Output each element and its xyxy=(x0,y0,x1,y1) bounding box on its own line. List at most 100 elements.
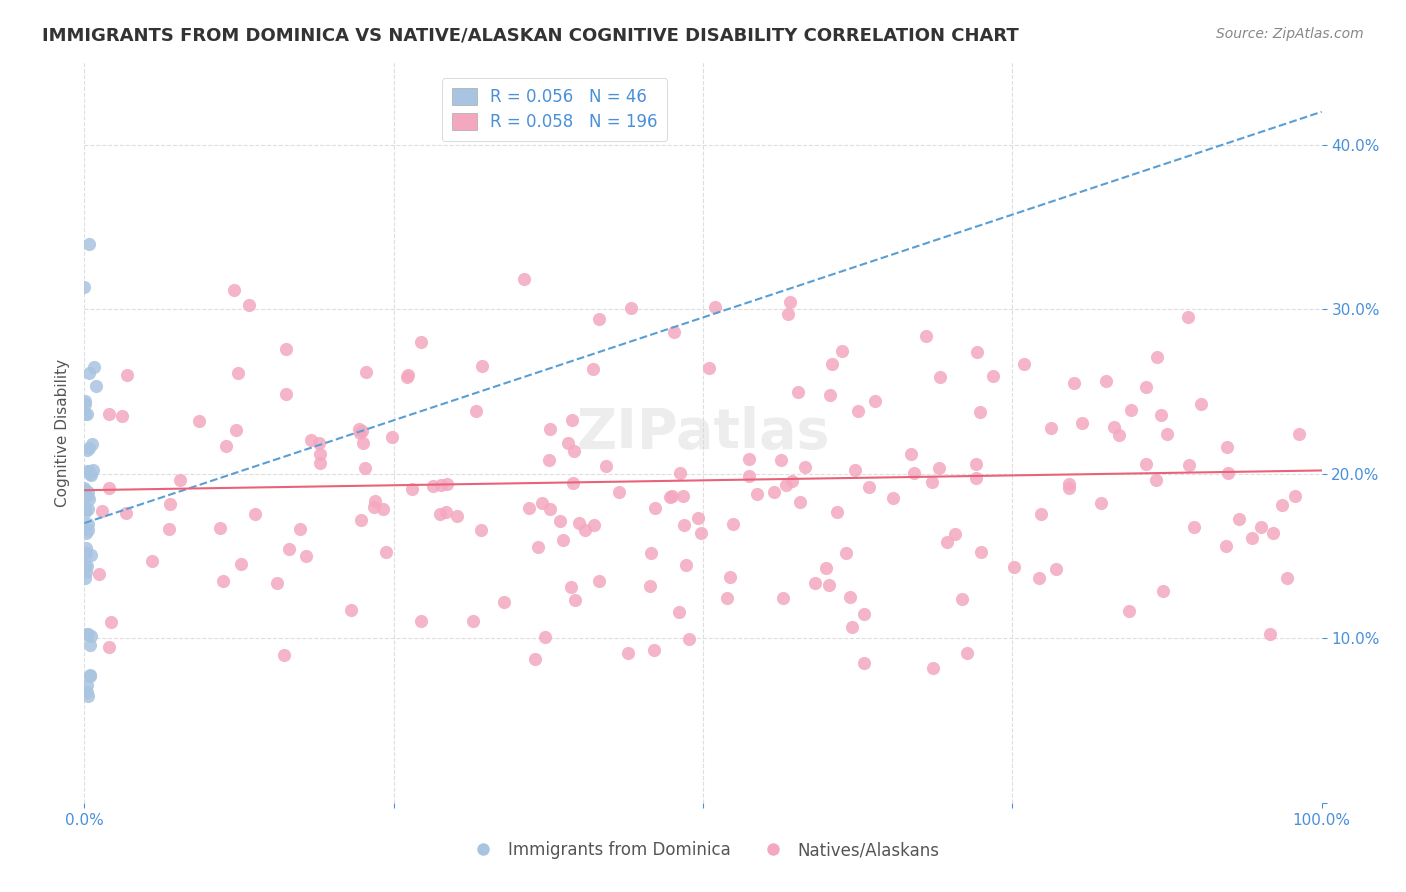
Point xyxy=(638,579,661,593)
Point xyxy=(928,460,950,475)
Point xyxy=(381,430,404,444)
Point xyxy=(675,558,697,572)
Point xyxy=(77,517,100,532)
Point xyxy=(159,522,181,536)
Y-axis label: Cognitive Disability: Cognitive Disability xyxy=(55,359,70,507)
Point xyxy=(401,482,423,496)
Point xyxy=(76,690,98,704)
Point xyxy=(588,574,610,588)
Point xyxy=(527,540,550,554)
Point xyxy=(89,567,111,582)
Point xyxy=(375,545,398,559)
Point xyxy=(77,236,100,251)
Point xyxy=(640,546,662,560)
Point xyxy=(716,591,738,605)
Point xyxy=(347,422,370,436)
Point xyxy=(668,605,690,619)
Point xyxy=(352,436,374,450)
Point xyxy=(659,490,682,504)
Point xyxy=(79,467,101,482)
Point xyxy=(513,271,536,285)
Point xyxy=(75,407,97,421)
Point xyxy=(1156,427,1178,442)
Point xyxy=(557,436,579,450)
Point xyxy=(831,343,853,358)
Point xyxy=(97,640,120,654)
Point xyxy=(80,629,103,643)
Point xyxy=(75,559,97,574)
Point xyxy=(607,485,630,500)
Point xyxy=(531,495,554,509)
Point xyxy=(1284,489,1306,503)
Point xyxy=(349,425,371,440)
Point xyxy=(1182,519,1205,533)
Point xyxy=(956,646,979,660)
Point xyxy=(308,447,330,461)
Point xyxy=(75,541,97,555)
Point xyxy=(775,478,797,492)
Point xyxy=(858,480,880,494)
Point xyxy=(211,574,233,589)
Point xyxy=(1031,507,1053,521)
Point xyxy=(1150,408,1173,422)
Point xyxy=(841,620,863,634)
Text: IMMIGRANTS FROM DOMINICA VS NATIVE/ALASKAN COGNITIVE DISABILITY CORRELATION CHAR: IMMIGRANTS FROM DOMINICA VS NATIVE/ALASK… xyxy=(42,27,1019,45)
Point xyxy=(643,642,665,657)
Point xyxy=(169,474,191,488)
Point xyxy=(274,343,297,357)
Point xyxy=(97,407,120,421)
Point xyxy=(903,466,925,480)
Point xyxy=(929,370,952,384)
Point xyxy=(73,546,96,560)
Point xyxy=(553,533,575,547)
Point xyxy=(1216,440,1239,454)
Point xyxy=(779,295,801,310)
Point xyxy=(852,656,875,670)
Point xyxy=(562,444,585,458)
Point xyxy=(350,424,373,438)
Point xyxy=(561,476,583,491)
Point xyxy=(1215,539,1237,553)
Point xyxy=(922,661,945,675)
Point xyxy=(1095,374,1118,388)
Point xyxy=(1063,376,1085,390)
Point xyxy=(77,524,100,538)
Point xyxy=(73,505,96,519)
Point xyxy=(79,668,101,682)
Point xyxy=(686,510,709,524)
Point xyxy=(73,502,96,516)
Point xyxy=(274,386,297,401)
Point xyxy=(745,487,768,501)
Point xyxy=(564,592,586,607)
Point xyxy=(561,413,583,427)
Point xyxy=(409,335,432,350)
Point xyxy=(581,361,603,376)
Point xyxy=(538,452,561,467)
Point xyxy=(900,447,922,461)
Point xyxy=(97,482,120,496)
Point xyxy=(430,477,453,491)
Point xyxy=(965,457,987,471)
Point xyxy=(77,441,100,455)
Point xyxy=(1218,466,1240,480)
Legend: Immigrants from Dominica, Natives/Alaskans: Immigrants from Dominica, Natives/Alaska… xyxy=(460,835,946,866)
Point xyxy=(76,558,98,573)
Point xyxy=(266,576,288,591)
Point xyxy=(1261,525,1284,540)
Point xyxy=(780,474,803,488)
Point xyxy=(1102,420,1125,434)
Point xyxy=(966,345,988,359)
Point xyxy=(620,301,643,315)
Point xyxy=(492,595,515,609)
Point xyxy=(794,459,817,474)
Point xyxy=(965,471,987,485)
Point xyxy=(1039,421,1062,435)
Point xyxy=(73,571,96,585)
Point xyxy=(434,505,457,519)
Point xyxy=(762,485,785,500)
Point xyxy=(582,517,605,532)
Point xyxy=(1144,473,1167,487)
Point xyxy=(288,522,311,536)
Point xyxy=(669,467,692,481)
Point xyxy=(835,546,858,560)
